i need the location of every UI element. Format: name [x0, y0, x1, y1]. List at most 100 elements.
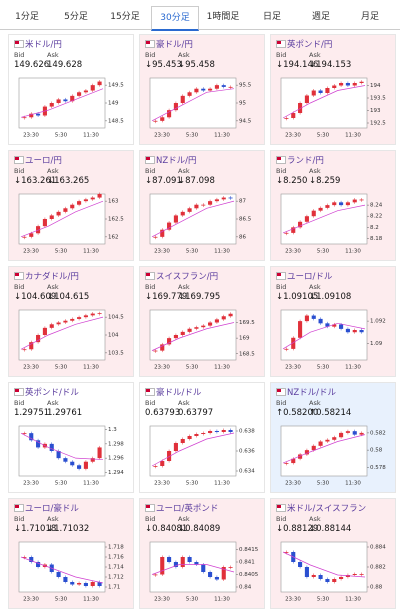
flag-mark [15, 157, 19, 160]
y-tick-label: 104 [108, 333, 119, 339]
candle [339, 577, 344, 579]
bid-value: ↑0.58200 [276, 408, 319, 418]
timeframe-tab[interactable]: 5分足 [64, 12, 88, 22]
flag-icon [145, 272, 155, 280]
candle [173, 335, 178, 339]
timeframe-tab[interactable]: 1分足 [15, 12, 39, 22]
ask-value: 1.29761 [47, 408, 83, 418]
candle [304, 216, 309, 222]
pair-name[interactable]: 米ドル/円 [25, 40, 62, 50]
pair-name[interactable]: NZドル/ドル [287, 388, 337, 398]
timeframe-tab[interactable]: 30分足 [151, 6, 199, 31]
y-tick-label: 0.578 [370, 465, 386, 471]
candle [187, 208, 192, 212]
y-tick-label: 0.634 [239, 469, 255, 475]
pair-name[interactable]: 米ドル/スイスフラン [287, 504, 367, 514]
candle [359, 81, 364, 83]
flag-icon [14, 504, 24, 512]
pair-name[interactable]: スイスフラン/円 [156, 272, 219, 282]
ask-label: Ask [178, 515, 190, 523]
candle [49, 215, 54, 219]
candle [291, 337, 296, 349]
rate-card[interactable]: ユーロ/ドル Bid Ask ↓1.09105 ↓1.09108 1.092 1.09 23:… [270, 266, 396, 377]
candle [214, 577, 219, 580]
rate-card[interactable]: NZドル/円 Bid Ask ↓87.091 ↓87.098 87 86.5 86 23:30 5… [139, 150, 265, 261]
pair-name[interactable]: NZドル/円 [156, 156, 197, 166]
rate-card[interactable]: 豪ドル/ドル Bid Ask 0.63793 0.63797 0.638 0.636 0.63… [139, 382, 265, 493]
rate-card[interactable]: スイスフラン/円 Bid Ask ↓169.779 ↓169.795 169.5 169 16… [139, 266, 265, 377]
flag-icon [276, 504, 286, 512]
x-tick-label: 11:30 [345, 365, 361, 371]
flag-mark [277, 157, 281, 160]
pair-name[interactable]: ユーロ/円 [25, 156, 62, 166]
candle [63, 458, 68, 462]
candle [194, 562, 199, 565]
bid-label: Bid [14, 51, 25, 59]
y-tick-label: 1.71 [108, 585, 120, 591]
candle [153, 350, 158, 352]
candle [180, 211, 185, 216]
candle [153, 574, 158, 576]
candle [201, 204, 206, 206]
mini-chart: 169.5 169 168.5 23:30 5:30 11:30 [149, 309, 255, 371]
pair-name[interactable]: ユーロ/ドル [287, 272, 333, 282]
rate-card[interactable]: 豪ドル/円 Bid Ask ↓95.453 ↓95.458 95.5 95 94.5 23:30… [139, 34, 265, 145]
rate-card[interactable]: ユーロ/円 Bid Ask ↓163.261 ↓163.265 163 162.5 162 23… [8, 150, 134, 261]
rate-card[interactable]: 英ポンド/ドル Bid Ask 1.29751 1.29761 1.3 1.298 1.296… [8, 382, 134, 493]
flag-icon [276, 388, 286, 396]
timeframe-tab[interactable]: 15分足 [110, 12, 140, 22]
y-tick-label: 0.638 [239, 429, 255, 435]
candle [173, 562, 178, 567]
pair-name[interactable]: 豪ドル/円 [156, 40, 193, 50]
y-tick-label: 95 [239, 101, 246, 107]
pair-name[interactable]: 英ポンド/ドル [25, 388, 79, 398]
rate-card[interactable]: 米ドル/スイスフラン Bid Ask ↓0.88129 ↓0.88144 0.884 0.8… [270, 498, 396, 609]
timeframe-tab[interactable]: 1時間足 [206, 12, 240, 22]
flag-icon [14, 272, 24, 280]
pair-name[interactable]: ランド/円 [287, 156, 324, 166]
rate-card[interactable]: NZドル/ドル Bid Ask ↑0.58200 ↑0.58214 0.582 0.58 0.… [270, 382, 396, 493]
pair-name[interactable]: カナダドル/円 [25, 272, 79, 282]
y-tick-label: 1.3 [108, 427, 117, 433]
timeframe-tab[interactable]: 月足 [360, 12, 379, 22]
x-tick-label: 11:30 [345, 249, 361, 255]
rate-card[interactable]: ユーロ/豪ドル Bid Ask ↓1.71018 ↓1.71032 1.718 1.716 1… [8, 498, 134, 609]
y-tick-label: 0.841 [239, 560, 255, 566]
x-tick-label: 23:30 [23, 249, 39, 255]
y-tick-label: 162.5 [108, 217, 124, 223]
pair-name[interactable]: ユーロ/豪ドル [25, 504, 79, 514]
timeframe-tab[interactable]: 日足 [262, 12, 281, 22]
candle [29, 433, 34, 441]
flag-mark [146, 505, 150, 508]
candle [29, 342, 34, 350]
ask-value: ↓87.098 [178, 176, 215, 186]
x-tick-label: 23:30 [23, 133, 39, 139]
candle [173, 215, 178, 223]
rate-card[interactable]: ランド/円 Bid Ask ↓8.250 ↓8.259 8.24 8.22 8.2 8.18 23… [270, 150, 396, 261]
candle [352, 199, 357, 203]
rate-card[interactable]: 英ポンド/円 Bid Ask ↓194.146 ↓194.153 194 193.5 193 1… [270, 34, 396, 145]
timeframe-tab[interactable]: 週足 [311, 12, 330, 22]
x-tick-label: 23:30 [23, 481, 39, 487]
rate-card[interactable]: 米ドル/円 Bid Ask 149.626 149.628 149.5 149 148.5 23… [8, 34, 134, 145]
rate-card[interactable]: カナダドル/円 Bid Ask ↓104.609 ↓104.615 104.5 104 103… [8, 266, 134, 377]
candle [201, 88, 206, 91]
mini-chart: 0.582 0.58 0.578 23:30 5:30 11:30 [280, 425, 386, 487]
candle [70, 318, 75, 321]
pair-name[interactable]: 英ポンド/円 [287, 40, 333, 50]
plot-area [149, 193, 237, 245]
candle [332, 324, 337, 327]
candle [70, 95, 75, 102]
bid-label: Bid [145, 51, 156, 59]
candle [56, 99, 61, 103]
pair-name[interactable]: 豪ドル/ドル [156, 388, 202, 398]
ask-value: ↑0.58214 [309, 408, 352, 418]
candle [352, 330, 357, 333]
pair-name[interactable]: ユーロ/英ポンド [156, 504, 219, 514]
rate-card[interactable]: ユーロ/英ポンド Bid Ask ↓0.84081 ↓0.84089 0.8415 0.84… [139, 498, 265, 609]
y-tick-label: 0.84 [239, 585, 252, 591]
ask-label: Ask [47, 283, 59, 291]
x-tick-label: 5:30 [55, 597, 68, 603]
y-tick-label: 0.8405 [239, 572, 259, 578]
